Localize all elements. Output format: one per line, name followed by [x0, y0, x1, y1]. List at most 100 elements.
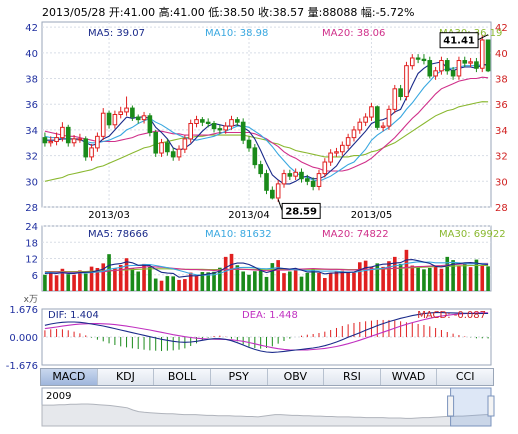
overview-left-handle[interactable] — [447, 395, 455, 417]
price-axis-left-label: 36 — [25, 100, 38, 111]
volume-bar — [66, 274, 71, 291]
candle-body — [363, 116, 368, 123]
candle-body — [351, 129, 357, 139]
volume-unit-label: x万 — [24, 295, 38, 305]
price-axis-right-label: 30 — [495, 177, 508, 188]
volume-bar — [107, 254, 111, 291]
candle-body — [141, 115, 147, 121]
candle-body — [275, 183, 281, 199]
volume-bar — [270, 263, 275, 291]
volume-bar — [188, 272, 193, 291]
candle-body — [433, 70, 438, 77]
ma10-line — [44, 63, 489, 182]
volume-bar — [130, 268, 135, 291]
volume-bar — [229, 253, 234, 291]
volume-bar — [288, 271, 292, 291]
volume-bar — [433, 266, 438, 291]
volume-bar — [305, 272, 310, 291]
overview-right-handle[interactable] — [487, 395, 495, 417]
candle-body — [205, 121, 211, 124]
volume-legend-item: MA5: 78666 — [88, 229, 148, 240]
price-annotation-label: 41.41 — [443, 36, 475, 47]
volume-bar — [392, 256, 397, 291]
volume-bar — [398, 263, 403, 291]
volume-bar — [317, 272, 321, 291]
tab-cci[interactable]: CCI — [455, 370, 475, 383]
dea-line — [44, 312, 489, 351]
candle-body — [235, 119, 240, 123]
volume-bar — [445, 256, 450, 291]
candle-body — [485, 39, 491, 72]
candle-body — [409, 57, 415, 67]
tab-obv[interactable]: OBV — [268, 369, 325, 385]
candle-body — [118, 111, 124, 116]
volume-bar — [369, 267, 374, 291]
candle-body — [305, 178, 310, 182]
candle-body — [54, 137, 59, 142]
volume-bar — [468, 267, 473, 291]
indicator-tabs: MACD KDJ BOLL PSY OBV RSI WVAD CCI — [40, 368, 494, 386]
volume-bar — [410, 265, 415, 291]
candle-body — [281, 173, 287, 185]
volume-bar — [124, 258, 129, 291]
candle-body — [328, 152, 333, 163]
price-axis-left-label: 34 — [25, 126, 38, 137]
volume-bar — [462, 262, 467, 291]
volume-bar — [416, 267, 420, 291]
volume-bar — [334, 271, 339, 291]
volume-axis-label: 24 — [25, 222, 38, 233]
candle-body — [299, 171, 304, 180]
tab-psy[interactable]: PSY — [211, 369, 268, 385]
volume-ma5-line — [44, 259, 489, 278]
volume-bar — [480, 265, 485, 291]
tab-boll[interactable]: BOLL — [154, 369, 211, 385]
candle-body — [270, 189, 275, 199]
price-axis-left-label: 38 — [25, 75, 38, 86]
volume-bar — [142, 263, 146, 291]
candle-body — [287, 173, 293, 177]
ma5-line — [44, 61, 489, 185]
macd-legend-dea: DEA: 1.448 — [242, 310, 298, 321]
annotation-box — [439, 32, 479, 49]
tab-kdj[interactable]: KDJ — [98, 369, 155, 385]
volume-bar — [78, 270, 82, 291]
candle-body — [77, 138, 83, 141]
tab-wvad[interactable]: WVAD — [381, 369, 438, 385]
candle-body — [217, 128, 223, 131]
candle-body — [246, 139, 252, 149]
candle-body — [106, 112, 112, 126]
price-axis-left-label: 42 — [25, 23, 38, 34]
candle-body — [188, 122, 194, 140]
price-legend-item: MA20: 38.06 — [322, 28, 385, 39]
price-axis-left-label: 32 — [25, 152, 38, 163]
volume-bar — [422, 269, 426, 291]
volume-bar — [194, 276, 199, 291]
annotation-leader — [477, 34, 489, 41]
candle-body — [398, 88, 403, 98]
candle-body — [380, 125, 386, 128]
date-tick-label: 2013/03 — [88, 210, 130, 221]
volume-bar — [165, 276, 170, 291]
tab-macd[interactable]: MACD — [41, 369, 98, 385]
candle-body — [339, 144, 345, 153]
volume-axis-label: 12 — [25, 255, 38, 266]
candle-body — [334, 151, 339, 154]
volume-bar — [276, 260, 280, 291]
volume-bar — [404, 249, 409, 291]
volume-bar — [118, 265, 123, 291]
volume-bar — [457, 266, 461, 291]
volume-bar — [206, 272, 210, 291]
volume-bar — [43, 274, 47, 291]
candle-body — [95, 135, 100, 149]
candle-body — [182, 138, 188, 150]
price-axis-right-label: 28 — [495, 203, 508, 214]
candle-body — [229, 119, 234, 127]
volume-bar — [363, 260, 368, 291]
candle-body — [147, 115, 153, 133]
volume-legend-item: MA20: 74822 — [322, 229, 389, 240]
candle-body — [159, 142, 164, 154]
tab-rsi[interactable]: RSI — [324, 369, 381, 385]
volume-bar — [153, 278, 158, 291]
price-axis-left-label: 30 — [25, 177, 38, 188]
candle-body — [65, 126, 71, 144]
